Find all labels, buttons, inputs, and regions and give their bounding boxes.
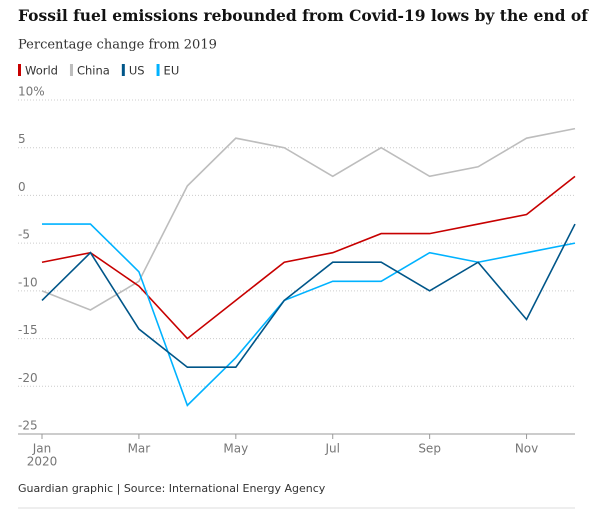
x-tick-label: Jan (32, 442, 52, 456)
x-tick-label: Mar (128, 442, 151, 456)
legend-label: World (25, 64, 58, 78)
series-line (41, 175, 576, 340)
legend-swatch (121, 64, 125, 76)
y-tick-label: 0 (18, 180, 26, 194)
source: Guardian graphic | Source: International… (18, 482, 326, 495)
series-line (42, 223, 576, 407)
legend-swatch (69, 64, 73, 76)
legend-label: US (129, 64, 145, 78)
y-tick-label: -15 (18, 323, 38, 337)
legend-label: China (77, 64, 110, 78)
series-line (41, 127, 576, 311)
series-line (41, 223, 576, 368)
legend-swatch (156, 64, 160, 76)
y-tick-label: 10% (18, 85, 45, 99)
legend-label: EU (164, 64, 180, 78)
y-tick-label: -5 (18, 228, 30, 242)
x-year-label: 2020 (27, 455, 58, 469)
x-tick-label: Nov (515, 442, 538, 456)
x-tick-label: Jul (324, 442, 339, 456)
x-tick-label: May (223, 442, 248, 456)
y-tick-label: -10 (18, 275, 38, 289)
chart-title: Fossil fuel emissions rebounded from Cov… (18, 6, 592, 25)
legend-swatch (18, 64, 21, 76)
y-tick-label: -25 (18, 419, 38, 433)
y-tick-label: -20 (18, 371, 38, 385)
x-tick-label: Sep (418, 442, 441, 456)
y-tick-label: 5 (18, 132, 26, 146)
chart-subtitle: Percentage change from 2019 (18, 38, 217, 53)
